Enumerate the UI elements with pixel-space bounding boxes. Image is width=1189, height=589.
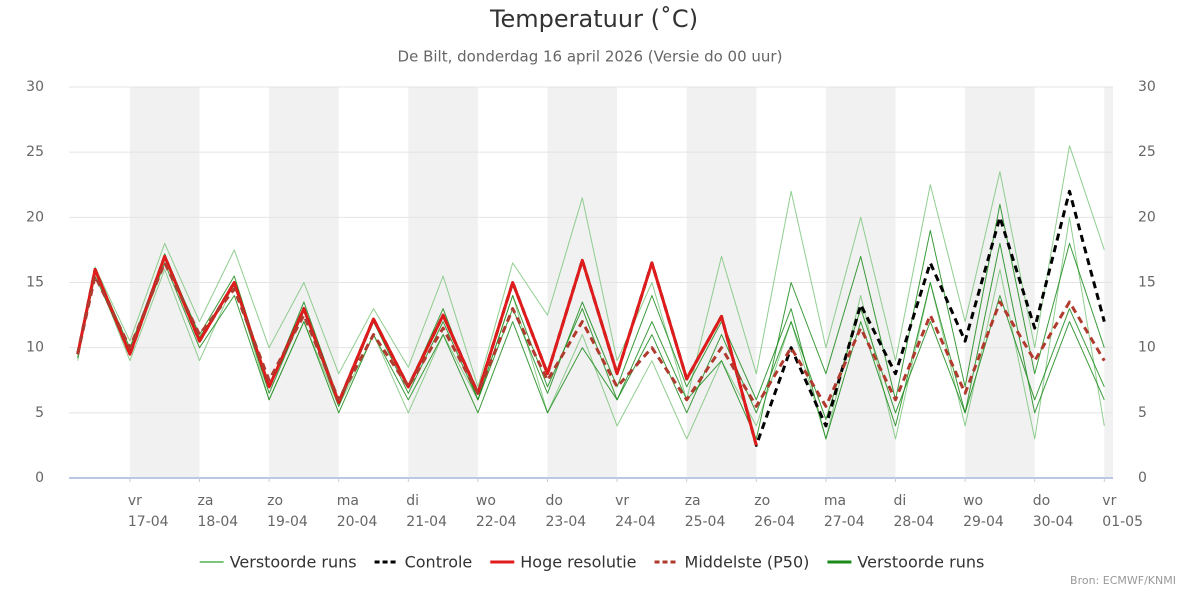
x-tick-date: 19-04 [267, 514, 308, 530]
series-line [76, 261, 1106, 408]
y-tick-label: 0 [35, 470, 44, 486]
ensemble-run [77, 203, 1105, 440]
x-tick-day: do [1033, 493, 1050, 509]
x-tick-date: 30-04 [1033, 514, 1074, 530]
chart-title: Temperatuur (˚C) [489, 5, 698, 33]
x-tick-day: ma [337, 493, 359, 509]
x-tick-date: 24-04 [615, 514, 656, 530]
y2-tick-label: 30 [1138, 79, 1156, 95]
y-tick-label: 15 [26, 275, 44, 291]
x-tick-day: wo [963, 493, 983, 509]
x-tick-date: 27-04 [824, 514, 865, 530]
y2-tick-label: 0 [1138, 470, 1147, 486]
x-tick-date: 25-04 [685, 514, 726, 530]
x-tick-day: za [685, 493, 701, 509]
x-tick-date: 21-04 [406, 514, 447, 530]
legend-label: Controle [405, 553, 473, 572]
x-tick-day: zo [267, 493, 283, 509]
source: Bron: ECMWF/KNMI [1070, 574, 1176, 587]
ensemble-run [77, 145, 1105, 401]
x-tick-date: 22-04 [476, 514, 517, 530]
x-tick-day: di [894, 493, 907, 509]
x-tick-day: wo [476, 493, 496, 509]
x-tick-date: 28-04 [894, 514, 935, 530]
x-tick-date: 26-04 [754, 514, 795, 530]
y-tick-label: 5 [35, 405, 44, 421]
x-tick-day: di [406, 493, 419, 509]
y2-tick-label: 20 [1138, 209, 1156, 225]
legend-label: Middelste (P50) [685, 553, 810, 572]
x-tick-day: ma [824, 493, 846, 509]
legend-label: Verstoorde runs [230, 553, 357, 572]
x-tick-day: vr [615, 493, 629, 509]
y2-tick-label: 10 [1138, 340, 1156, 356]
x-tick-day: do [546, 493, 563, 509]
legend-label: Hoge resolutie [520, 553, 636, 572]
y-tick-label: 30 [26, 79, 44, 95]
y-tick-label: 25 [26, 144, 44, 160]
x-tick-day: za [198, 493, 214, 509]
x-tick-date: 23-04 [546, 514, 587, 530]
legend: Verstoorde runs Controle Hoge resolutie Mid… [199, 553, 984, 572]
legend-label: Verstoorde runs [857, 553, 984, 572]
x-tick-date: 01-05 [1102, 514, 1143, 530]
y-tick-label: 20 [26, 209, 44, 225]
x-tick-date: 17-04 [128, 514, 169, 530]
x-tick-day: vr [1102, 493, 1116, 509]
y2-tick-label: 5 [1138, 405, 1147, 421]
x-tick-day: zo [754, 493, 770, 509]
y2-tick-label: 25 [1138, 144, 1156, 160]
x-tick-date: 20-04 [337, 514, 378, 530]
x-tick-date: 18-04 [198, 514, 239, 530]
ensemble-run [77, 255, 1105, 420]
x-tick-date: 29-04 [963, 514, 1004, 530]
y2-tick-label: 15 [1138, 275, 1156, 291]
x-tick-day: vr [128, 493, 142, 509]
y-tick-label: 10 [26, 340, 44, 356]
chart-subtitle: De Bilt, donderdag 16 april 2026 (Versie… [398, 48, 783, 66]
